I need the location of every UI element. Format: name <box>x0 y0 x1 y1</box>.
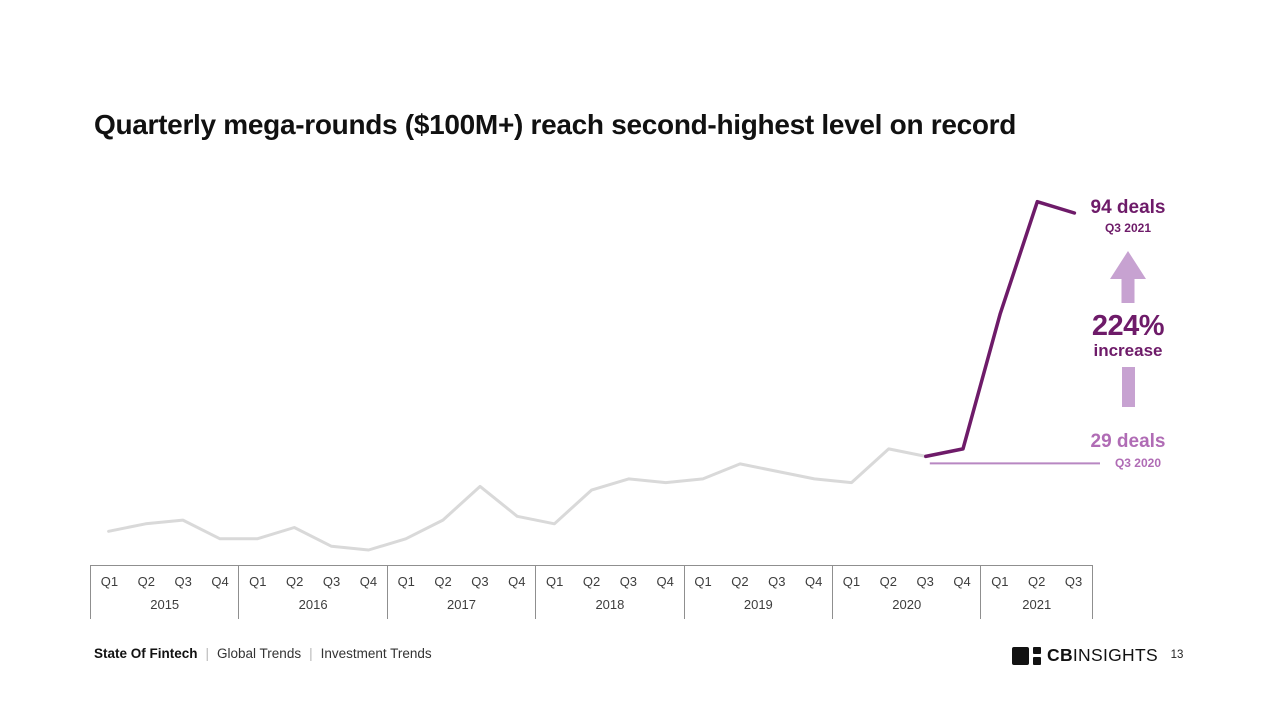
quarter-label: Q3 <box>1064 574 1083 589</box>
year-group-2020: Q1 Q2 Q3 Q4 2020 <box>832 566 980 619</box>
quarter-label: Q4 <box>804 574 823 589</box>
year-label: 2019 <box>743 597 773 612</box>
quarter-label: Q3 <box>768 574 786 589</box>
quarter-label: Q4 <box>656 574 674 589</box>
cbinsights-wordmark: CBINSIGHTS <box>1047 645 1158 665</box>
quarter-label: Q3 <box>471 574 489 589</box>
slide-title: Quarterly mega-rounds ($100M+) reach sec… <box>94 108 1017 140</box>
quarter-label: Q1 <box>694 574 712 589</box>
year-group-2016: Q1 Q2 Q3 Q4 2016 <box>238 566 386 619</box>
peak-value-label: 94 deals <box>1090 197 1166 218</box>
base-value-label: 29 deals <box>1090 431 1166 452</box>
quarter-label: Q2 <box>286 574 304 589</box>
connector-bar <box>1077 367 1179 407</box>
cbinsights-logo: CBINSIGHTS <box>1012 645 1158 666</box>
quarter-label: Q3 <box>619 574 638 589</box>
footer-separator: | <box>205 646 210 661</box>
page-number: 13 <box>1170 649 1184 661</box>
year-label: 2021 <box>1022 597 1052 612</box>
footer-report-title: State Of Fintech <box>94 646 198 661</box>
year-label: 2015 <box>150 597 180 612</box>
quarter-label: Q4 <box>211 574 229 589</box>
cbinsights-mark-icon <box>1012 646 1041 665</box>
year-group-2019: Q1 Q2 Q3 Q4 2019 <box>683 566 832 619</box>
quarter-label: Q2 <box>879 574 897 589</box>
x-axis-table: Q1 Q2 Q3 Q4 2015 Q1 Q2 Q3 Q4 2016 Q1 Q2 Q3 Q4 2017 Q1 Q2… <box>90 565 1093 619</box>
quarter-label: Q3 <box>916 574 934 589</box>
quarter-label: Q2 <box>582 574 601 589</box>
quarter-label: Q1 <box>991 574 1009 589</box>
quarter-label: Q4 <box>359 574 378 589</box>
base-period-label: Q3 2020 <box>1114 456 1162 470</box>
footer-section: Global Trends <box>217 646 302 661</box>
quarter-label: Q1 <box>249 574 267 589</box>
quarter-label: Q2 <box>1028 574 1046 589</box>
footer-separator: | <box>309 646 313 661</box>
footer-subsection: Investment Trends <box>320 646 432 661</box>
peak-period-label: Q3 2021 <box>1104 221 1152 235</box>
quarter-label: Q1 <box>545 574 564 589</box>
quarter-label: Q4 <box>953 574 971 589</box>
deals-line-highlight <box>924 199 1077 459</box>
quarter-label: Q1 <box>100 574 119 589</box>
year-group-2017: Q1 Q2 Q3 Q4 2017 <box>386 566 535 619</box>
year-label: 2017 <box>447 597 476 612</box>
quarter-label: Q4 <box>508 574 526 589</box>
year-group-2018: Q1 Q2 Q3 Q4 2018 <box>535 566 683 619</box>
year-group-2021: Q1 Q2 Q3 2021 <box>980 566 1093 619</box>
quarter-label: Q2 <box>434 574 452 589</box>
quarter-label: Q3 <box>322 574 341 589</box>
deals-line-history <box>107 447 928 552</box>
quarter-label: Q2 <box>731 574 749 589</box>
quarter-label: Q2 <box>137 574 155 589</box>
quarter-label: Q3 <box>174 574 192 589</box>
up-arrow-icon <box>1077 251 1179 308</box>
year-label: 2016 <box>298 597 328 612</box>
year-label: 2018 <box>595 597 625 612</box>
footer-breadcrumb: State Of Fintech | Global Trends | Inves… <box>94 646 432 661</box>
quarter-label: Q1 <box>397 574 415 589</box>
percent-increase-label: increase <box>1093 341 1163 360</box>
year-group-2015: Q1 Q2 Q3 Q4 2015 <box>90 566 238 619</box>
quarter-label: Q1 <box>842 574 861 589</box>
year-label: 2020 <box>892 597 922 612</box>
percent-increase-value: 224% <box>1091 310 1165 342</box>
